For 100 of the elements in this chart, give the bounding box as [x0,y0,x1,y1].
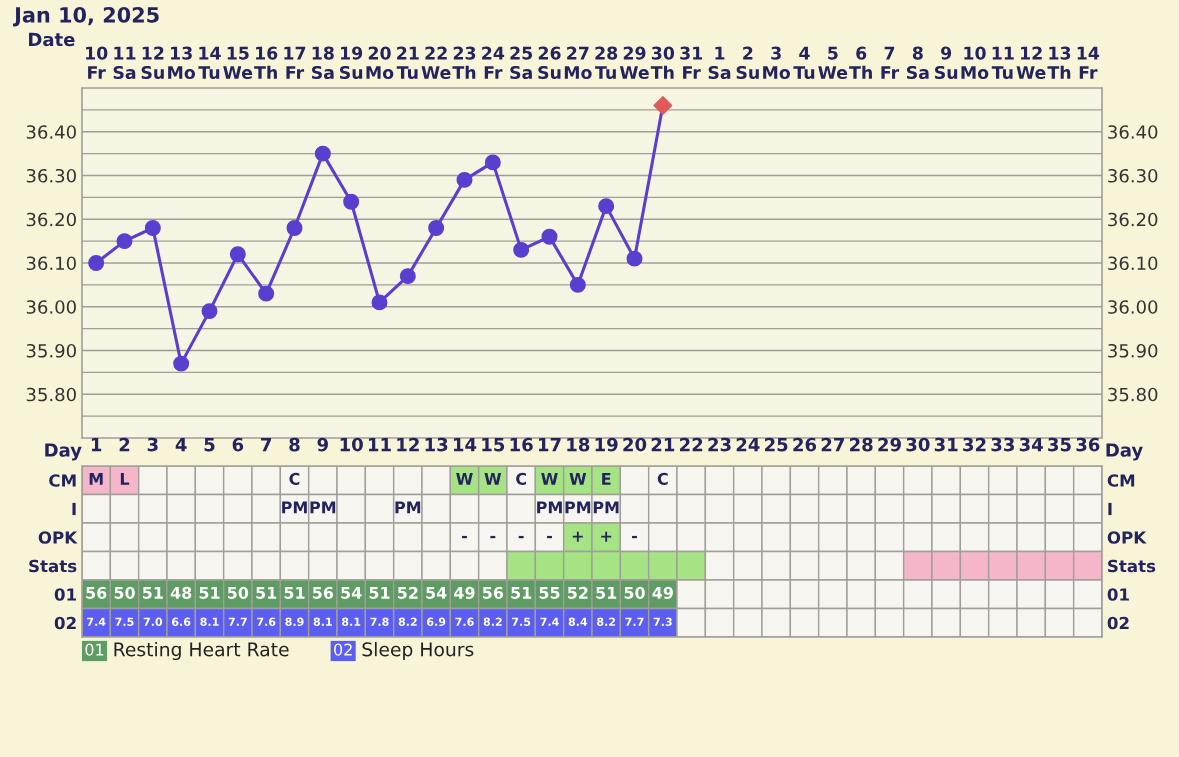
x-tick-label: 22 We [421,46,451,80]
text: C [289,472,300,485]
x-tick-label: 10 Fr [86,46,108,79]
x-tick-label: 16 Th [254,46,278,79]
x-tick-label: 30 Th [650,46,675,79]
text: PM [395,501,421,514]
point [144,220,161,236]
point [569,276,586,293]
x-tick-label: 19 Su [339,46,363,80]
text: 50 [114,586,135,599]
x-tick-label: 31 Fr [680,46,703,79]
y2-tick-label: I [1108,502,1112,516]
point [116,233,133,250]
point [626,250,643,267]
x-axis-title: Date [29,32,75,47]
text: 56 [86,586,107,599]
point [343,193,360,210]
text: 8.2 [483,617,502,626]
x-tick-label: 36 [1076,437,1100,452]
point [229,246,246,263]
text: + [601,531,612,542]
x-tick-label: 12 [397,437,419,452]
y-tick-label: 36.00 [26,300,76,314]
y2-tick-label: 35.80 [1108,387,1158,402]
text: + [572,531,583,542]
x-tick-label: 20 [623,437,647,452]
x-tick-label: 27 Mo [564,46,592,80]
x-tick-label: 26 [793,437,817,452]
text: 51 [256,587,277,599]
x-tick-label: 30 [906,437,930,452]
x-tick-label: 28 Tu [595,46,618,80]
x-tick-label: 9 Su [934,46,958,80]
point [456,171,473,188]
text: Day [1106,443,1143,461]
x-tick-label: 15 [482,437,505,452]
x-tick-label: 33 [991,437,1014,452]
text: M [89,473,103,485]
text: 7.0 [143,617,163,626]
x-tick-label: 25 Sa [510,46,533,80]
text: - [462,535,467,539]
text: 51 [284,587,305,599]
text: 6.6 [172,617,191,626]
x-tick-label: 7 [261,437,272,452]
x-tick-label: 6 [232,437,244,452]
point [484,154,501,171]
text: 51 [142,587,163,599]
x-tick-label: 3 [147,437,158,452]
text: Sleep Hours [362,641,474,661]
text: Resting Heart Rate [114,641,289,661]
point [173,355,190,372]
text: W [541,473,558,485]
x-tick-label: 1 [91,437,102,452]
text: 8.2 [597,617,616,626]
x-tick-label: 16 [510,437,533,452]
text: - [490,535,496,539]
y-tick-label: OPK [38,531,78,544]
text: 8.1 [200,617,219,626]
point [314,145,331,162]
point [201,303,218,320]
text: 7.6 [455,617,474,626]
x-tick-label: 5 [204,437,215,452]
x-tick-label: 34 [1019,437,1043,452]
x-tick-label: 12 Su [141,46,164,80]
x-tick-label: 8 Sa [906,46,929,80]
x-tick-label: 22 [680,437,703,452]
x-axis-title: Day [45,443,82,461]
x-tick-label: 9 [317,437,328,452]
x-tick-label: 29 [878,437,901,452]
category-label: 01 [85,643,104,656]
y2-tick-label: CM [1107,474,1135,487]
x-tick-label: 11 Sa [113,46,136,80]
x-tick-label: 4 Tu [793,46,815,80]
y2-tick-label: Stats [1108,559,1156,573]
y-tick-label: 36.30 [26,168,76,183]
text: 51 [511,587,532,599]
category-label: 02 [334,643,352,656]
text: 54 [341,587,362,599]
x-tick-label: 11 Tu [991,46,1014,80]
point [286,220,303,236]
text: 49 [454,586,475,599]
x-tick-label: 28 [850,437,873,452]
text: E [602,473,611,485]
y-tick-label: 36.40 [26,125,76,139]
text: 7.3 [653,617,672,626]
y2-tick-label: 36.10 [1108,256,1158,271]
x-tick-label: 29 We [619,46,649,80]
x-tick-label: 31 [934,437,958,452]
y-tick-label: 01 [54,588,76,601]
x-tick-label: 35 [1048,437,1071,452]
x-tick-label: 3 Mo [763,46,791,80]
text: 7.6 [257,617,276,626]
text: 55 [539,587,560,599]
x-tick-label: 24 Fr [482,46,505,79]
y2-tick-label: 01 [1107,588,1129,601]
y-tick-label: 02 [54,616,76,630]
point [399,268,416,285]
text: C [657,472,668,485]
x-tick-label: 7 Fr [881,46,900,79]
text: PM [593,501,619,514]
x-tick-label: 21 Tu [396,46,419,80]
